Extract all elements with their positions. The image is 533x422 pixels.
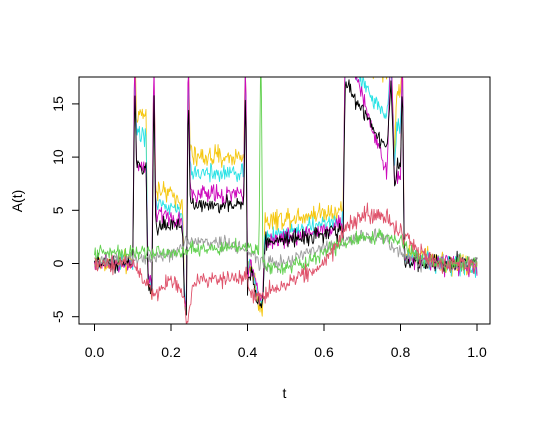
y-tick-label: -5 [50, 310, 66, 323]
y-tick-label: 10 [50, 149, 66, 165]
series-layer [94, 77, 478, 324]
x-tick-label: 1.0 [467, 344, 487, 360]
x-tick-label: 0.8 [391, 344, 411, 360]
x-tick-label: 0.2 [161, 344, 181, 360]
y-axis-label: A(t) [9, 190, 25, 213]
series-line-7 [94, 202, 478, 324]
y-axis: -5 0 5 10 15 [50, 96, 80, 323]
x-tick-label: 0.0 [85, 344, 105, 360]
x-axis: 0.0 0.2 0.4 0.6 0.8 1.0 [85, 323, 487, 360]
x-tick-label: 0.4 [238, 344, 258, 360]
y-tick-label: 15 [50, 96, 66, 112]
x-axis-label: t [283, 385, 287, 401]
x-tick-label: 0.6 [314, 344, 334, 360]
y-tick-label: 0 [50, 259, 66, 267]
series-line-5 [94, 228, 478, 273]
series-line-4 [94, 79, 478, 316]
y-tick-label: 5 [50, 206, 66, 214]
